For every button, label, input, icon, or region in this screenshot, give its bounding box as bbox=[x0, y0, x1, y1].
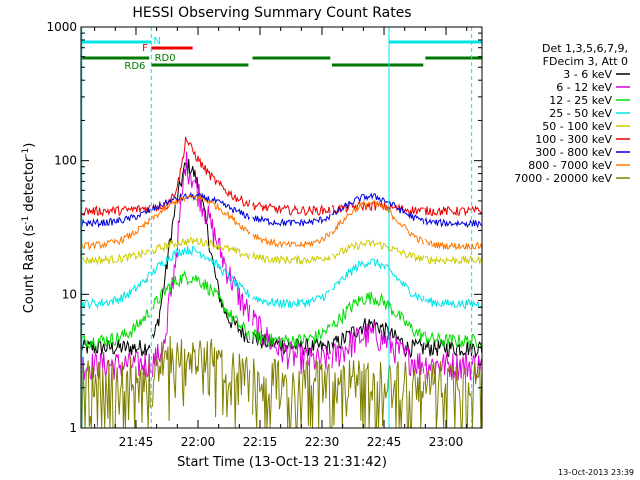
series-line bbox=[331, 359, 425, 429]
series-line bbox=[252, 323, 331, 349]
legend-entry-label: 100 - 300 keV bbox=[535, 133, 612, 146]
legend-entry-label: 6 - 12 keV bbox=[556, 81, 612, 94]
series-line bbox=[80, 351, 151, 381]
flag-label-rd6: RD6 bbox=[124, 61, 145, 72]
y-tick-label: 1000 bbox=[46, 20, 77, 34]
flag-label-rd0: RD0 bbox=[155, 53, 176, 64]
series-line bbox=[331, 291, 425, 342]
series-line bbox=[252, 250, 331, 266]
series-line bbox=[331, 199, 425, 245]
series-line bbox=[252, 231, 331, 249]
x-tick-label: 22:15 bbox=[243, 435, 278, 449]
series-line bbox=[252, 213, 331, 227]
legend-entry-label: 300 - 800 keV bbox=[535, 146, 612, 159]
series-line bbox=[80, 339, 151, 357]
series-line bbox=[252, 201, 331, 217]
series-line bbox=[80, 248, 151, 266]
y-tick-label: 10 bbox=[62, 287, 77, 301]
legend-entry-label: 800 - 7000 keV bbox=[528, 159, 612, 172]
series-line bbox=[152, 158, 250, 344]
series-line bbox=[152, 269, 251, 341]
legend-entry-label: 25 - 50 keV bbox=[549, 107, 612, 120]
axes: 1 10 100 1000 21:45 22:00 22:15 22:30 22:45 23:00 bbox=[46, 20, 482, 449]
series-line bbox=[331, 239, 425, 262]
series-line bbox=[152, 335, 251, 429]
plot-area: NF RD0 RD6 bbox=[80, 27, 483, 429]
series-line bbox=[331, 192, 425, 225]
series-25-50keV bbox=[80, 245, 483, 310]
series-50-100keV bbox=[80, 236, 483, 266]
series-line bbox=[80, 271, 151, 310]
series-100-300keV bbox=[80, 136, 483, 218]
plot-frame bbox=[80, 26, 483, 429]
series-line bbox=[252, 358, 331, 429]
legend-entry-label: 12 - 25 keV bbox=[549, 94, 612, 107]
x-tick-label: 22:30 bbox=[305, 435, 340, 449]
legend-entry-label: 3 - 6 keV bbox=[563, 68, 612, 81]
series-line bbox=[424, 331, 483, 349]
series-line bbox=[331, 258, 425, 302]
legend-entry-label: 50 - 100 keV bbox=[542, 120, 612, 133]
series-7000-20000keV bbox=[80, 335, 483, 429]
legend-entry-label: 7000 - 20000 keV bbox=[514, 172, 612, 185]
series-line bbox=[424, 238, 483, 251]
y-tick-label: 1 bbox=[69, 421, 77, 435]
series-line bbox=[424, 360, 483, 429]
series-line bbox=[424, 205, 483, 217]
series-line bbox=[425, 255, 483, 265]
series-line bbox=[80, 204, 151, 218]
timestamp: 13-Oct-2013 23:39 bbox=[558, 468, 634, 477]
x-tick-label: 23:00 bbox=[429, 435, 464, 449]
legend-header-line-2: FDecim 3, Att 0 bbox=[543, 55, 628, 68]
legend-header-line-1: Det 1,3,5,6,7,9, bbox=[542, 42, 628, 55]
series-line bbox=[424, 216, 483, 229]
flag-label-n: N bbox=[153, 36, 160, 47]
series-line bbox=[152, 245, 251, 298]
series-line bbox=[80, 207, 151, 229]
legend: Det 1,3,5,6,7,9, FDecim 3, Att 0 3 - 6 k… bbox=[514, 42, 630, 185]
series-300-800keV bbox=[80, 191, 483, 229]
y-tick-label: 100 bbox=[54, 154, 77, 168]
chart-title: HESSI Observing Summary Count Rates bbox=[132, 5, 411, 21]
series-800-7000keV bbox=[80, 193, 483, 251]
flag-label-f: F bbox=[142, 43, 148, 54]
x-tick-label: 22:00 bbox=[181, 435, 216, 449]
series-line bbox=[152, 236, 251, 260]
series-line bbox=[331, 320, 425, 377]
x-tick-label: 21:45 bbox=[119, 435, 154, 449]
series-line bbox=[80, 309, 151, 349]
x-axis-label: Start Time (13-Oct-13 21:31:42) bbox=[177, 455, 387, 470]
series-line bbox=[424, 297, 483, 310]
series-line bbox=[152, 191, 251, 221]
x-tick-label: 22:45 bbox=[367, 435, 402, 449]
series-line bbox=[80, 356, 151, 429]
series-line bbox=[80, 216, 151, 251]
y-axis-label: Count Rate (s-1 detector-1) bbox=[21, 143, 37, 314]
series-line bbox=[252, 289, 331, 309]
series-12-25keV bbox=[80, 269, 483, 349]
series-line bbox=[152, 193, 251, 236]
